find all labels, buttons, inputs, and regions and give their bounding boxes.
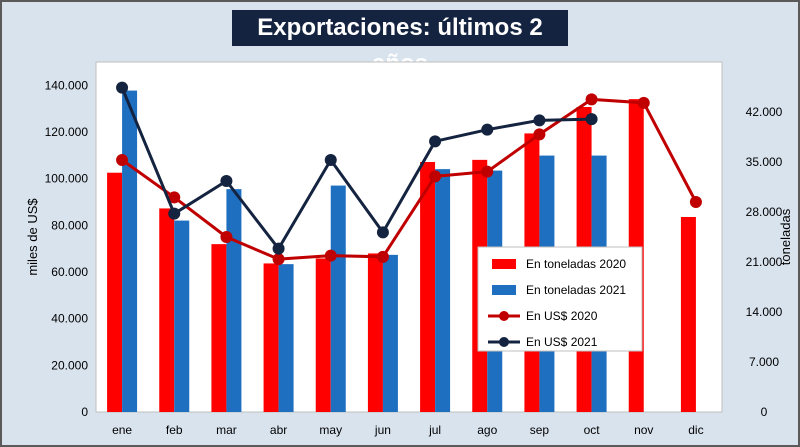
left-tick-label: 0 (81, 405, 88, 419)
bar-toneladas-2021 (382, 254, 398, 412)
x-tick-label: dic (688, 423, 703, 437)
right-tick-label: 28.000 (746, 205, 783, 219)
bar-toneladas-2021 (330, 185, 346, 412)
point-us-2020 (637, 96, 650, 109)
bar-toneladas-2020 (107, 172, 123, 412)
bar-toneladas-2020 (159, 208, 175, 412)
bar-toneladas-2021 (174, 220, 190, 412)
x-tick-label: nov (634, 423, 653, 437)
point-us-2021 (376, 226, 389, 239)
point-us-2020 (429, 170, 442, 183)
right-tick-label: 7.000 (749, 355, 779, 369)
left-tick-label: 20.000 (51, 358, 88, 372)
point-us-2020 (689, 196, 702, 208)
right-tick-label: 35.000 (746, 155, 783, 169)
right-tick-label: 42.000 (746, 105, 783, 119)
legend-swatch (492, 285, 516, 295)
bar-toneladas-2020 (315, 258, 331, 412)
point-us-2021 (429, 135, 442, 148)
point-us-2020 (533, 128, 546, 141)
x-tick-label: oct (584, 423, 601, 437)
legend-label: En toneladas 2021 (526, 283, 626, 297)
bar-toneladas-2020 (420, 162, 436, 412)
point-us-2020 (376, 250, 389, 263)
bar-toneladas-2021 (226, 189, 242, 412)
legend: En toneladas 2020 En toneladas 2021 En US$… (477, 246, 643, 352)
right-tick-label: 21.000 (746, 255, 783, 269)
point-us-2021 (324, 154, 337, 166)
x-tick-label: may (319, 423, 342, 437)
legend-swatch (492, 259, 516, 269)
point-us-2021 (533, 114, 546, 127)
point-us-2021 (481, 123, 494, 136)
legend-label: En US$ 2020 (526, 309, 598, 323)
point-us-2020 (272, 253, 285, 266)
point-us-2020 (585, 93, 598, 106)
bar-toneladas-2021 (122, 90, 138, 413)
bar-toneladas-2020 (680, 217, 696, 412)
bar-toneladas-2020 (263, 263, 279, 412)
point-us-2021 (220, 175, 233, 187)
x-tick-label: abr (270, 423, 287, 437)
point-us-2020 (220, 231, 233, 243)
left-tick-label: 120.000 (45, 125, 89, 139)
bar-toneladas-2020 (367, 253, 383, 412)
line-us-2021 (120, 87, 592, 251)
left-axis-title: miles de US$ (25, 198, 40, 276)
left-tick-label: 140.000 (45, 78, 89, 92)
plot-area (95, 61, 723, 413)
x-tick-label: feb (166, 423, 183, 437)
bar-toneladas-2020 (211, 244, 227, 412)
left-tick-label: 80.000 (51, 218, 88, 232)
x-axis-ticks: ene feb mar abr may jun jul ago sep oct nov dic (112, 423, 704, 437)
x-tick-label: jul (428, 423, 441, 437)
x-tick-label: ago (477, 423, 497, 437)
x-tick-label: sep (530, 423, 550, 437)
left-tick-label: 60.000 (51, 265, 88, 279)
line-series (116, 81, 702, 266)
bar-toneladas-2021 (435, 169, 451, 412)
point-us-2021 (116, 81, 129, 94)
bar-toneladas-2021 (278, 264, 294, 412)
point-us-2020 (116, 154, 129, 166)
x-tick-label: jun (374, 423, 391, 437)
legend-label: En toneladas 2020 (526, 257, 626, 271)
legend-marker (499, 337, 509, 347)
point-us-2021 (168, 207, 181, 220)
right-axis-title: toneladas (778, 208, 793, 265)
right-axis-ticks: 0 7.000 14.000 21.000 28.000 35.000 42.000 (746, 105, 783, 419)
x-tick-label: mar (216, 423, 237, 437)
x-tick-label: ene (112, 423, 132, 437)
point-us-2020 (324, 249, 337, 262)
legend-label: En US$ 2021 (526, 335, 598, 349)
left-tick-label: 100.000 (45, 172, 89, 186)
legend-marker (499, 311, 509, 321)
left-tick-label: 40.000 (51, 312, 88, 326)
right-tick-label: 14.000 (746, 305, 783, 319)
right-tick-label: 0 (761, 405, 768, 419)
point-us-2021 (585, 113, 598, 126)
point-us-2020 (168, 191, 181, 204)
point-us-2021 (272, 242, 285, 255)
point-us-2020 (481, 165, 494, 178)
left-axis-ticks: 0 20.000 40.000 60.000 80.000 100.000 120.000 1… (45, 78, 89, 419)
line-us-2020 (121, 97, 698, 261)
